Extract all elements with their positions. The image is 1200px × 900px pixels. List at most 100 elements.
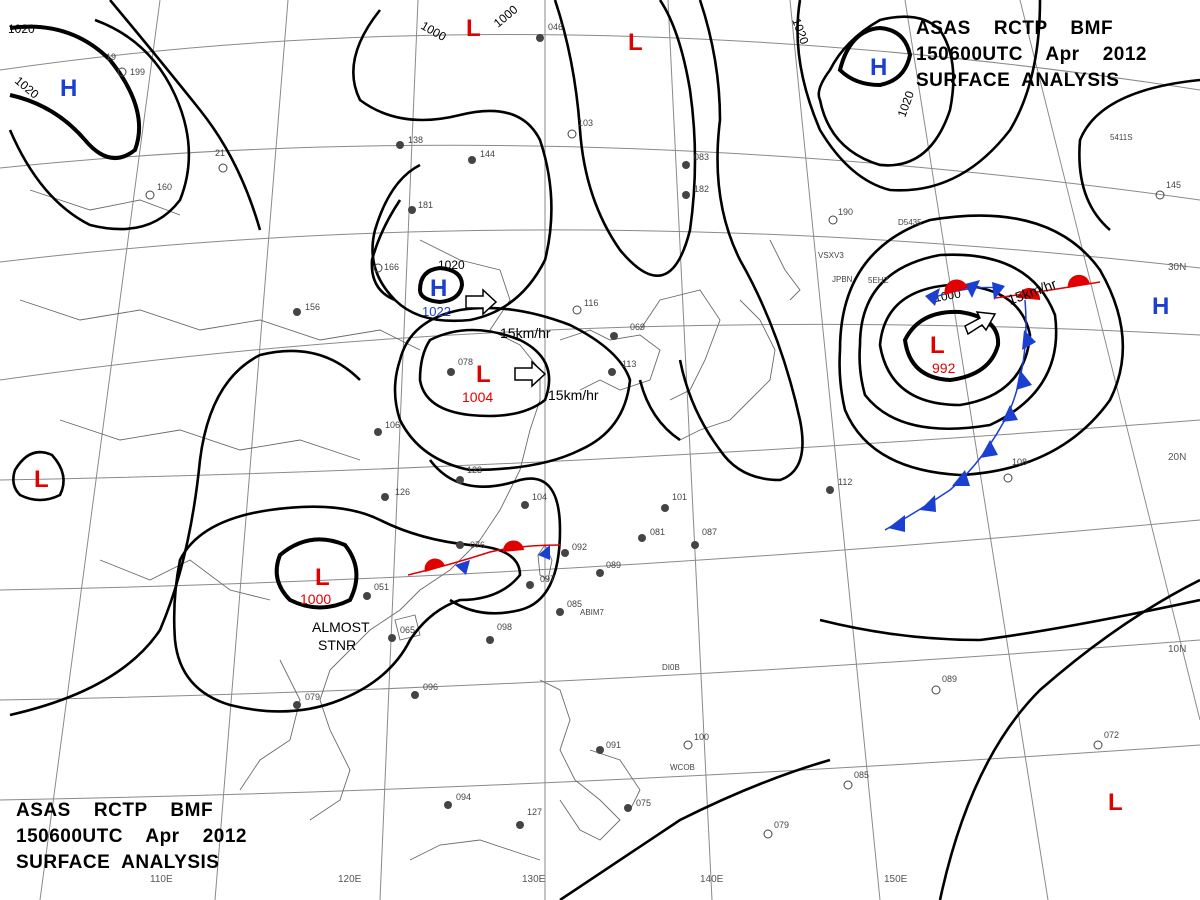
lon-label: 140E	[700, 874, 724, 885]
low-pressure-center: L	[34, 466, 49, 493]
station-plot: 094	[444, 792, 471, 809]
station-plot: 097	[526, 574, 555, 589]
station-plot: 182	[682, 184, 709, 199]
svg-text:089: 089	[942, 674, 957, 684]
svg-text:166: 166	[384, 262, 399, 272]
svg-text:097: 097	[540, 574, 555, 584]
lat-label: 20N	[1168, 452, 1186, 463]
svg-text:19: 19	[106, 52, 116, 62]
station-plot: 190	[828, 207, 853, 225]
svg-text:079: 079	[305, 692, 320, 702]
station-plot: 075	[624, 798, 651, 812]
isobar-labels: 1020 1020 1000 1000 1020 1020 1020 1000	[8, 2, 962, 305]
station-plot: 096	[411, 682, 438, 699]
station-plot: 085	[556, 599, 582, 616]
station-plot: 112	[826, 477, 852, 494]
pressure-center-value: 1000	[300, 591, 331, 607]
title-line-1: ASAS RCTP BMF	[16, 800, 214, 821]
isobars	[8, 0, 1200, 900]
station-plot: 051	[363, 582, 389, 600]
low-pressure-center: L	[1108, 789, 1123, 816]
station-plot: 126	[381, 487, 410, 501]
pressure-centers: H L L H H 1022 L 1004 L L 1000 L 992 H L	[34, 15, 1169, 816]
svg-text:065: 065	[400, 625, 415, 635]
svg-text:104: 104	[532, 492, 547, 502]
ship-id: VSXV3	[818, 251, 844, 260]
pressure-center-value: 992	[932, 360, 956, 376]
station-plot: 079	[763, 820, 789, 839]
svg-text:087: 087	[702, 527, 717, 537]
title-line-3: SURFACE ANALYSIS	[16, 852, 220, 873]
station-plot: 098	[486, 622, 512, 644]
low-pressure-center: L	[466, 15, 481, 42]
high-pressure-center: H	[60, 75, 77, 102]
ship-id: ABIM7	[580, 608, 605, 617]
station-observations: 19 199 21 160 138 144 181 166 156 078 076…	[106, 22, 1181, 839]
svg-text:078: 078	[458, 357, 473, 367]
svg-text:089: 089	[606, 560, 621, 570]
title-line-1: ASAS RCTP BMF	[916, 18, 1114, 39]
svg-text:051: 051	[374, 582, 389, 592]
svg-text:144: 144	[480, 149, 495, 159]
station-plot: 145	[1155, 180, 1181, 200]
low-pressure-center: L	[476, 361, 491, 388]
chart-title-top: ASAS RCTP BMF 150600UTC Apr 2012 SURFACE…	[916, 16, 1147, 94]
svg-text:083: 083	[694, 152, 709, 162]
stationary-note: ALMOST STNR	[312, 619, 370, 653]
graticule-labels: 110E 120E 130E 140E 150E 30N 20N 10N	[150, 262, 1186, 885]
movement-arrows	[465, 288, 997, 388]
lat-label: 10N	[1168, 644, 1186, 655]
svg-text:127: 127	[527, 807, 542, 817]
svg-text:190: 190	[838, 207, 853, 217]
svg-text:091: 091	[606, 740, 621, 750]
svg-text:046: 046	[548, 22, 563, 32]
svg-text:156: 156	[305, 302, 320, 312]
ship-id: 5EHZ	[868, 276, 889, 285]
svg-text:182: 182	[694, 184, 709, 194]
low-pressure-center: L	[930, 332, 945, 359]
coastlines	[19, 189, 801, 861]
svg-text:079: 079	[774, 820, 789, 830]
fronts	[407, 274, 1101, 576]
warm-front-symbol	[1067, 274, 1090, 288]
station-plot: 160	[145, 182, 172, 200]
chart-title-bottom: ASAS RCTP BMF 150600UTC Apr 2012 SURFACE…	[16, 798, 247, 876]
svg-text:092: 092	[572, 542, 587, 552]
svg-text:21: 21	[215, 148, 225, 158]
high-pressure-center: H	[1152, 293, 1169, 320]
station-plot: 116	[572, 298, 598, 315]
isobar-label: 1020	[8, 22, 35, 36]
svg-text:160: 160	[157, 182, 172, 192]
lon-label: 150E	[884, 874, 908, 885]
station-plot: 092	[561, 542, 587, 557]
svg-text:112: 112	[838, 477, 852, 487]
lat-label: 30N	[1168, 262, 1186, 273]
svg-text:085: 085	[567, 599, 582, 609]
station-plot: 127	[516, 807, 542, 829]
station-plot: 106	[374, 420, 400, 436]
movement-arrow	[964, 311, 997, 336]
low-pressure-center: L	[628, 29, 643, 56]
ship-id: WCOB	[670, 763, 695, 772]
station-plot: 089	[596, 560, 621, 577]
pressure-center-value: 1004	[462, 389, 493, 405]
station-plot: 076	[456, 540, 485, 550]
svg-text:085: 085	[854, 770, 869, 780]
station-plot: 078	[447, 357, 473, 376]
svg-text:ALMOST: ALMOST	[312, 619, 370, 635]
svg-text:138: 138	[408, 135, 423, 145]
svg-text:199: 199	[130, 67, 145, 77]
station-plot: 166	[373, 262, 399, 273]
title-line-2: 150600UTC Apr 2012	[16, 826, 247, 847]
station-plot: 138	[396, 135, 423, 149]
station-plot: 156	[293, 302, 320, 316]
station-plot: 091	[596, 740, 621, 754]
high-pressure-center: H	[430, 275, 447, 302]
svg-text:101: 101	[672, 492, 687, 502]
svg-text:181: 181	[418, 200, 433, 210]
svg-text:116: 116	[584, 298, 598, 308]
lon-label: 120E	[338, 874, 362, 885]
svg-text:123: 123	[467, 465, 482, 475]
